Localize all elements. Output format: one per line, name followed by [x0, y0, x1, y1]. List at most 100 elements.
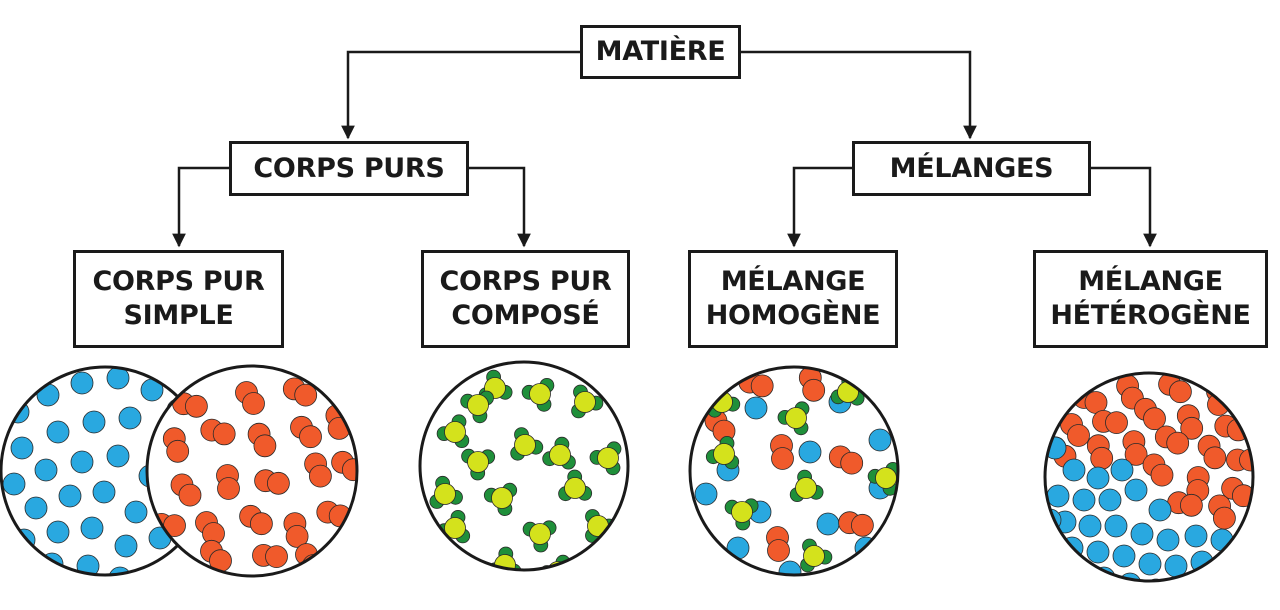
molecule-yellow-atom — [444, 421, 466, 443]
circle-simple-red — [145, 364, 359, 578]
molecule-yellow-atom — [795, 477, 817, 499]
molecule-atom — [166, 439, 190, 463]
molecule-atom — [249, 512, 273, 536]
molecule-atom — [750, 374, 774, 398]
atom — [114, 534, 138, 558]
molecule-yellow-atom — [731, 501, 753, 523]
label-hetero-line1: MÉLANGE — [1078, 266, 1223, 297]
molecule-yellow-atom — [587, 515, 609, 537]
molecule-atom — [851, 513, 874, 537]
atom — [1214, 554, 1238, 578]
molecule-yellow-atom — [785, 407, 807, 429]
molecule-atom — [1213, 506, 1236, 530]
molecule-atom — [1180, 416, 1204, 440]
box-matiere: MATIÈRE — [580, 25, 741, 79]
molecule-atom — [1203, 446, 1227, 470]
molecule-atom — [308, 464, 332, 488]
molecule-yellow-atom — [549, 444, 571, 466]
atom — [118, 406, 142, 430]
atom — [2, 472, 26, 496]
molecule-atom — [266, 471, 290, 495]
molecule-yellow-atom — [529, 383, 551, 405]
box-melanges: MÉLANGES — [852, 141, 1091, 196]
box-corps-pur-simple: CORPS PUR SIMPLE — [73, 250, 284, 348]
atom — [1124, 478, 1148, 502]
molecule-yellow-atom — [713, 443, 735, 465]
label-simple-line1: CORPS PUR — [92, 266, 265, 297]
atom — [744, 396, 768, 420]
label-compose-line2: COMPOSÉ — [451, 300, 600, 331]
connector-lines — [172, 50, 1157, 248]
atom — [868, 428, 892, 452]
molecule-yellow-atom — [467, 394, 489, 416]
molecule-atom — [1169, 380, 1192, 404]
box-melange-homogene: MÉLANGE HOMOGÈNE — [688, 250, 898, 348]
molecule-atom — [1166, 431, 1190, 455]
molecule-yellow-atom — [875, 467, 897, 489]
atom — [1098, 488, 1122, 512]
box-corps-purs: CORPS PURS — [229, 141, 469, 196]
molecule-atom — [802, 378, 826, 402]
molecule-atom — [212, 422, 236, 446]
molecule-atom — [265, 545, 288, 568]
molecule-yellow-atom — [529, 523, 551, 545]
molecule-atom — [184, 394, 208, 418]
molecule-yellow-atom — [574, 391, 596, 413]
atom — [24, 496, 48, 520]
atom — [1104, 514, 1128, 538]
atom — [70, 450, 94, 474]
label-homo-line1: MÉLANGE — [720, 266, 866, 297]
atom — [70, 371, 94, 395]
label-matiere: MATIÈRE — [595, 36, 726, 67]
molecule-atom — [771, 447, 794, 470]
atom — [124, 500, 148, 524]
molecule-yellow-atom — [491, 487, 513, 509]
molecule-atom — [299, 425, 322, 449]
atom — [1086, 466, 1110, 490]
molecule-atom — [840, 451, 864, 475]
molecule-atom — [242, 392, 265, 415]
atom — [10, 436, 34, 460]
atom — [46, 520, 70, 544]
molecule-atom — [1090, 446, 1114, 470]
atom — [46, 420, 70, 444]
circle-homogene — [688, 365, 900, 577]
atom — [36, 383, 60, 407]
atom — [58, 484, 82, 508]
molecule-green-atom — [557, 574, 571, 588]
label-homo-line2: HOMOGÈNE — [705, 300, 881, 331]
atom — [1138, 552, 1162, 576]
atom — [106, 367, 130, 390]
atom — [1148, 498, 1172, 522]
molecule-yellow-atom — [837, 381, 859, 403]
label-corps-purs: CORPS PURS — [253, 152, 445, 184]
atom — [34, 458, 58, 482]
atom — [1172, 576, 1196, 581]
atom — [778, 560, 802, 575]
box-melange-heterogene: MÉLANGE HÉTÉROGÈNE — [1033, 250, 1268, 348]
atom — [80, 516, 104, 540]
atom — [1086, 540, 1110, 564]
molecule-atom — [217, 477, 240, 500]
molecule-yellow-atom — [514, 434, 536, 456]
atom — [108, 566, 132, 575]
molecule-atom — [1150, 463, 1174, 487]
box-corps-pur-compose: CORPS PUR COMPOSÉ — [421, 250, 630, 348]
atom — [92, 480, 116, 504]
molecule-atom — [285, 525, 309, 548]
molecule-atom — [253, 434, 277, 458]
atom — [106, 444, 130, 468]
molecule-atom — [1143, 407, 1166, 431]
molecule-atom — [767, 539, 790, 562]
molecule-atom — [178, 483, 202, 507]
atom — [1156, 528, 1180, 552]
label-melanges: MÉLANGES — [889, 152, 1054, 184]
molecule-atom — [294, 383, 318, 407]
atom — [1078, 514, 1102, 538]
molecule-atom — [1207, 393, 1230, 416]
label-simple-line2: SIMPLE — [123, 300, 234, 331]
molecule-yellow-atom — [803, 545, 825, 567]
molecule-atom — [1180, 493, 1203, 517]
molecule-yellow-atom — [564, 477, 586, 499]
